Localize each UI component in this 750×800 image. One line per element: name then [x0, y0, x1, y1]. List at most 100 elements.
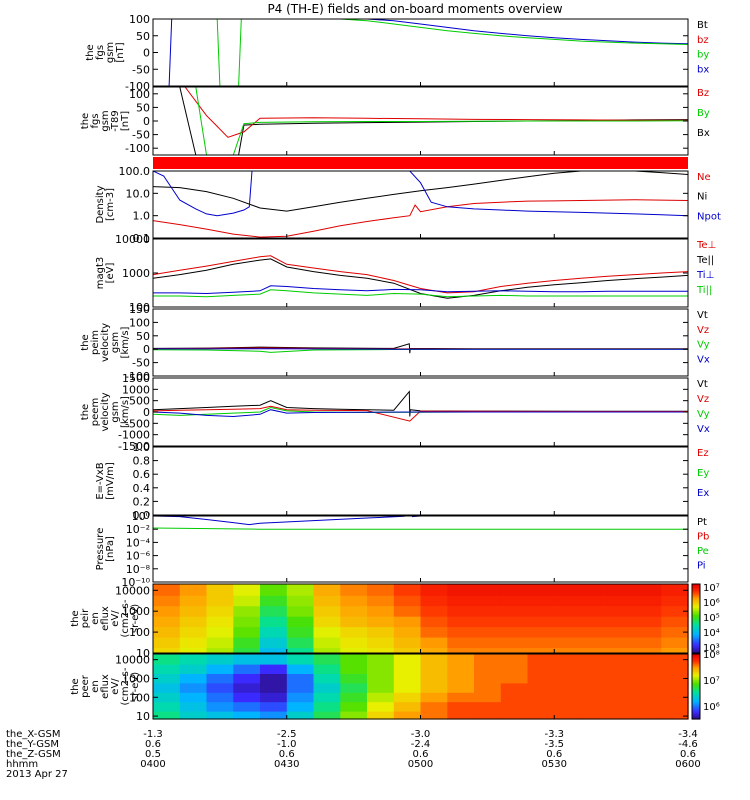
colorbar-segment — [692, 646, 700, 649]
heatmap-cell — [581, 654, 609, 666]
colorbar-segment — [692, 632, 700, 635]
colorbar-segment — [692, 693, 700, 696]
heatmap-cell — [367, 692, 395, 703]
time-axis-row-label: 2013 Apr 27 — [6, 769, 68, 780]
heatmap-cell — [260, 692, 288, 703]
heatmap-cell — [153, 683, 181, 694]
heatmap-cell — [393, 674, 422, 684]
legend-label: Npot — [697, 211, 721, 222]
y-tick-label: 50 — [136, 330, 150, 343]
heatmap-cell — [340, 616, 368, 628]
heatmap-cell — [447, 595, 475, 607]
heatmap-cell — [474, 648, 502, 654]
colorbar-frame — [691, 653, 701, 720]
heatmap-cell — [500, 648, 529, 654]
heatmap-cell — [447, 648, 475, 654]
heatmap-cell — [286, 606, 315, 618]
heatmap-cell — [581, 627, 609, 639]
y-axis-label: Density[cm-3] — [95, 185, 116, 223]
heatmap-cell — [661, 664, 689, 675]
series-line — [153, 87, 688, 155]
y-tick-label: 10000 — [115, 654, 150, 667]
heatmap-cell — [554, 616, 582, 628]
heatmap-cell — [233, 627, 261, 639]
heatmap-cell — [527, 637, 555, 649]
heatmap-cell — [661, 584, 689, 597]
heatmap-cell — [340, 584, 368, 597]
y-tick-label: 100.0 — [119, 165, 151, 178]
heatmap-cell — [581, 595, 609, 607]
legend-label: Pe — [697, 546, 709, 557]
colorbar-segment — [692, 662, 700, 665]
heatmap-cell — [393, 654, 422, 666]
series-group — [153, 516, 688, 530]
heatmap-cell — [153, 674, 181, 684]
colorbar-segment — [692, 676, 700, 679]
y-tick-label: 10 — [136, 710, 150, 723]
panel-frame — [152, 308, 689, 377]
heatmap-cell — [153, 702, 181, 713]
colorbar-segment — [692, 597, 700, 601]
panel-frame — [152, 18, 689, 87]
heatmap-cell — [286, 683, 315, 694]
time-axis-value: 0.6 — [546, 749, 562, 760]
heatmap-cell — [607, 692, 636, 703]
colorbar-segment — [692, 635, 700, 639]
heatmap-cell — [393, 711, 422, 720]
colorbar-segment — [692, 714, 700, 717]
colorbar-tick-label: 10⁷ — [703, 676, 720, 687]
heatmap-cell — [447, 702, 475, 713]
heatmap-cell — [233, 595, 261, 607]
heatmap-cell — [367, 648, 395, 654]
time-axis-value: -3.0 — [411, 729, 431, 740]
y-tick-label: 1000 — [122, 267, 150, 280]
colorbar-segment — [692, 657, 700, 660]
legend-label: Vt — [697, 310, 708, 321]
colorbar-tick-label: 10⁵ — [703, 613, 720, 624]
heatmap-cell — [206, 648, 234, 654]
legend-label: By — [697, 108, 710, 119]
colorbar-segment — [692, 689, 700, 692]
heatmap-cell — [206, 674, 234, 684]
heatmap-cell — [447, 637, 475, 649]
heatmap-cell — [474, 711, 502, 720]
heatmap-cell — [634, 648, 662, 654]
colorbar-segment — [692, 691, 700, 694]
heatmap-cell — [153, 616, 181, 628]
heatmap-cell — [607, 606, 636, 618]
heatmap-cell — [260, 584, 288, 597]
colorbar-segment — [692, 628, 700, 632]
colorbar-segment — [692, 640, 700, 644]
heatmap-cell — [474, 584, 502, 597]
colorbar-segment — [692, 658, 700, 662]
heatmap-cell — [179, 637, 208, 649]
heatmap-cell — [233, 664, 261, 675]
heatmap-cell — [661, 674, 689, 684]
y-axis-label: thepeerenefluxeV/(cm2-s-sr-eV) — [70, 667, 141, 705]
panel-frame — [152, 446, 689, 516]
y-tick-label: 100 — [129, 13, 150, 26]
heatmap-cell — [634, 683, 662, 694]
colorbar-segment — [692, 639, 700, 642]
heatmap-cell — [527, 627, 555, 639]
heatmap-cell — [340, 627, 368, 639]
colorbar-segment — [692, 665, 700, 668]
heatmap-cell — [581, 683, 609, 694]
time-axis-value: -3.4 — [678, 729, 698, 740]
colorbar-segment — [692, 684, 700, 688]
heatmap-cell — [206, 711, 234, 720]
heatmap-cell — [179, 616, 208, 628]
heatmap-cell — [179, 692, 208, 703]
colorbar-segment — [692, 587, 700, 590]
heatmap-cell — [554, 674, 582, 684]
legend-label: bx — [697, 64, 709, 75]
heatmap-cell — [661, 692, 689, 703]
heatmap-cell — [340, 683, 368, 694]
heatmap-cell — [260, 711, 288, 720]
heatmap-cell — [260, 683, 288, 694]
colorbar-segment — [692, 699, 700, 702]
heatmap-cell — [607, 637, 636, 649]
colorbar-segment — [692, 634, 700, 637]
heatmap-cell — [634, 606, 662, 618]
